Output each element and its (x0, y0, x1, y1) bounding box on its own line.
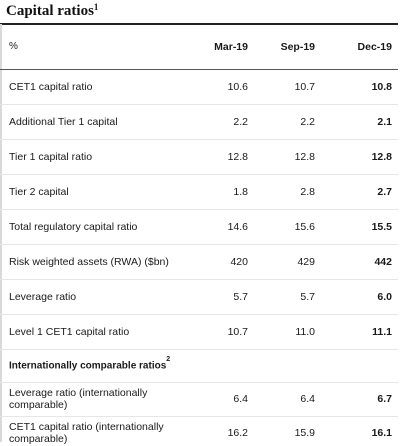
table-row: Additional Tier 1 capital 2.2 2.2 2.1 (0, 104, 398, 140)
row-label: Leverage ratio (0, 279, 206, 315)
table-row: Level 1 CET1 capital ratio 10.7 11.0 11.… (0, 314, 398, 350)
table-row: Risk weighted assets (RWA) ($bn) 420 429… (0, 244, 398, 280)
table-header-row: % Mar-19 Sep-19 Dec-19 (0, 25, 398, 70)
section-footnote: 2 (166, 356, 171, 364)
cell-dec-19: 15.5 (335, 209, 398, 245)
title-text: Capital ratios (6, 3, 94, 19)
cell-sep-19: 11.0 (272, 314, 335, 350)
section-title: Internationally comparable ratios2 (0, 349, 398, 383)
cell-sep-19: 5.7 (272, 279, 335, 315)
row-label: Leverage ratio (internationally comparab… (0, 382, 206, 417)
cell-dec-19: 16.1 (335, 416, 398, 446)
cell-mar-19: 10.7 (206, 314, 272, 350)
cell-sep-19: 6.4 (272, 382, 335, 417)
cell-mar-19: 5.7 (206, 279, 272, 315)
row-label: CET1 capital ratio (0, 69, 206, 105)
row-label: Risk weighted assets (RWA) ($bn) (0, 244, 206, 280)
row-label: Total regulatory capital ratio (0, 209, 206, 245)
cell-mar-19: 12.8 (206, 139, 272, 175)
title-divider (0, 23, 398, 25)
cell-mar-19: 420 (206, 244, 272, 280)
capital-ratios-table: % Mar-19 Sep-19 Dec-19 CET1 capital rati… (0, 25, 398, 446)
cell-mar-19: 10.6 (206, 69, 272, 105)
section-title-text: Internationally comparable ratios (9, 360, 167, 372)
cell-mar-19: 6.4 (206, 382, 272, 417)
table-row: Leverage ratio (internationally comparab… (0, 382, 398, 417)
cell-sep-19: 15.9 (272, 416, 335, 446)
row-label: Tier 2 capital (0, 174, 206, 210)
row-label: CET1 capital ratio (internationally comp… (0, 416, 206, 446)
cell-sep-19: 429 (272, 244, 335, 280)
cell-sep-19: 2.8 (272, 174, 335, 210)
table-row: Tier 2 capital 1.8 2.8 2.7 (0, 174, 398, 210)
column-header-mar-19: Mar-19 (206, 25, 272, 70)
table-row: Total regulatory capital ratio 14.6 15.6… (0, 209, 398, 245)
row-label: Level 1 CET1 capital ratio (0, 314, 206, 350)
cell-mar-19: 14.6 (206, 209, 272, 245)
cell-sep-19: 2.2 (272, 104, 335, 140)
cell-dec-19: 6.7 (335, 382, 398, 417)
cell-dec-19: 11.1 (335, 314, 398, 350)
row-label: Additional Tier 1 capital (0, 104, 206, 140)
table-row: Tier 1 capital ratio 12.8 12.8 12.8 (0, 139, 398, 175)
column-header-dec-19: Dec-19 (335, 25, 398, 70)
cell-sep-19: 10.7 (272, 69, 335, 105)
title-footnote: 1 (93, 2, 99, 12)
cell-dec-19: 2.1 (335, 104, 398, 140)
cell-mar-19: 16.2 (206, 416, 272, 446)
row-label: Tier 1 capital ratio (0, 139, 206, 175)
cell-dec-19: 12.8 (335, 139, 398, 175)
cell-sep-19: 12.8 (272, 139, 335, 175)
section-header-row: Internationally comparable ratios2 (0, 349, 398, 383)
cell-dec-19: 442 (335, 244, 398, 280)
table-row: Leverage ratio 5.7 5.7 6.0 (0, 279, 398, 315)
page-title: Capital ratios1 (6, 0, 98, 22)
table-row: CET1 capital ratio (internationally comp… (0, 416, 398, 446)
cell-dec-19: 6.0 (335, 279, 398, 315)
unit-header: % (0, 25, 206, 70)
table-row: CET1 capital ratio 10.6 10.7 10.8 (0, 69, 398, 105)
column-header-sep-19: Sep-19 (272, 25, 335, 70)
cell-mar-19: 2.2 (206, 104, 272, 140)
cell-dec-19: 10.8 (335, 69, 398, 105)
cell-sep-19: 15.6 (272, 209, 335, 245)
cell-dec-19: 2.7 (335, 174, 398, 210)
cell-mar-19: 1.8 (206, 174, 272, 210)
